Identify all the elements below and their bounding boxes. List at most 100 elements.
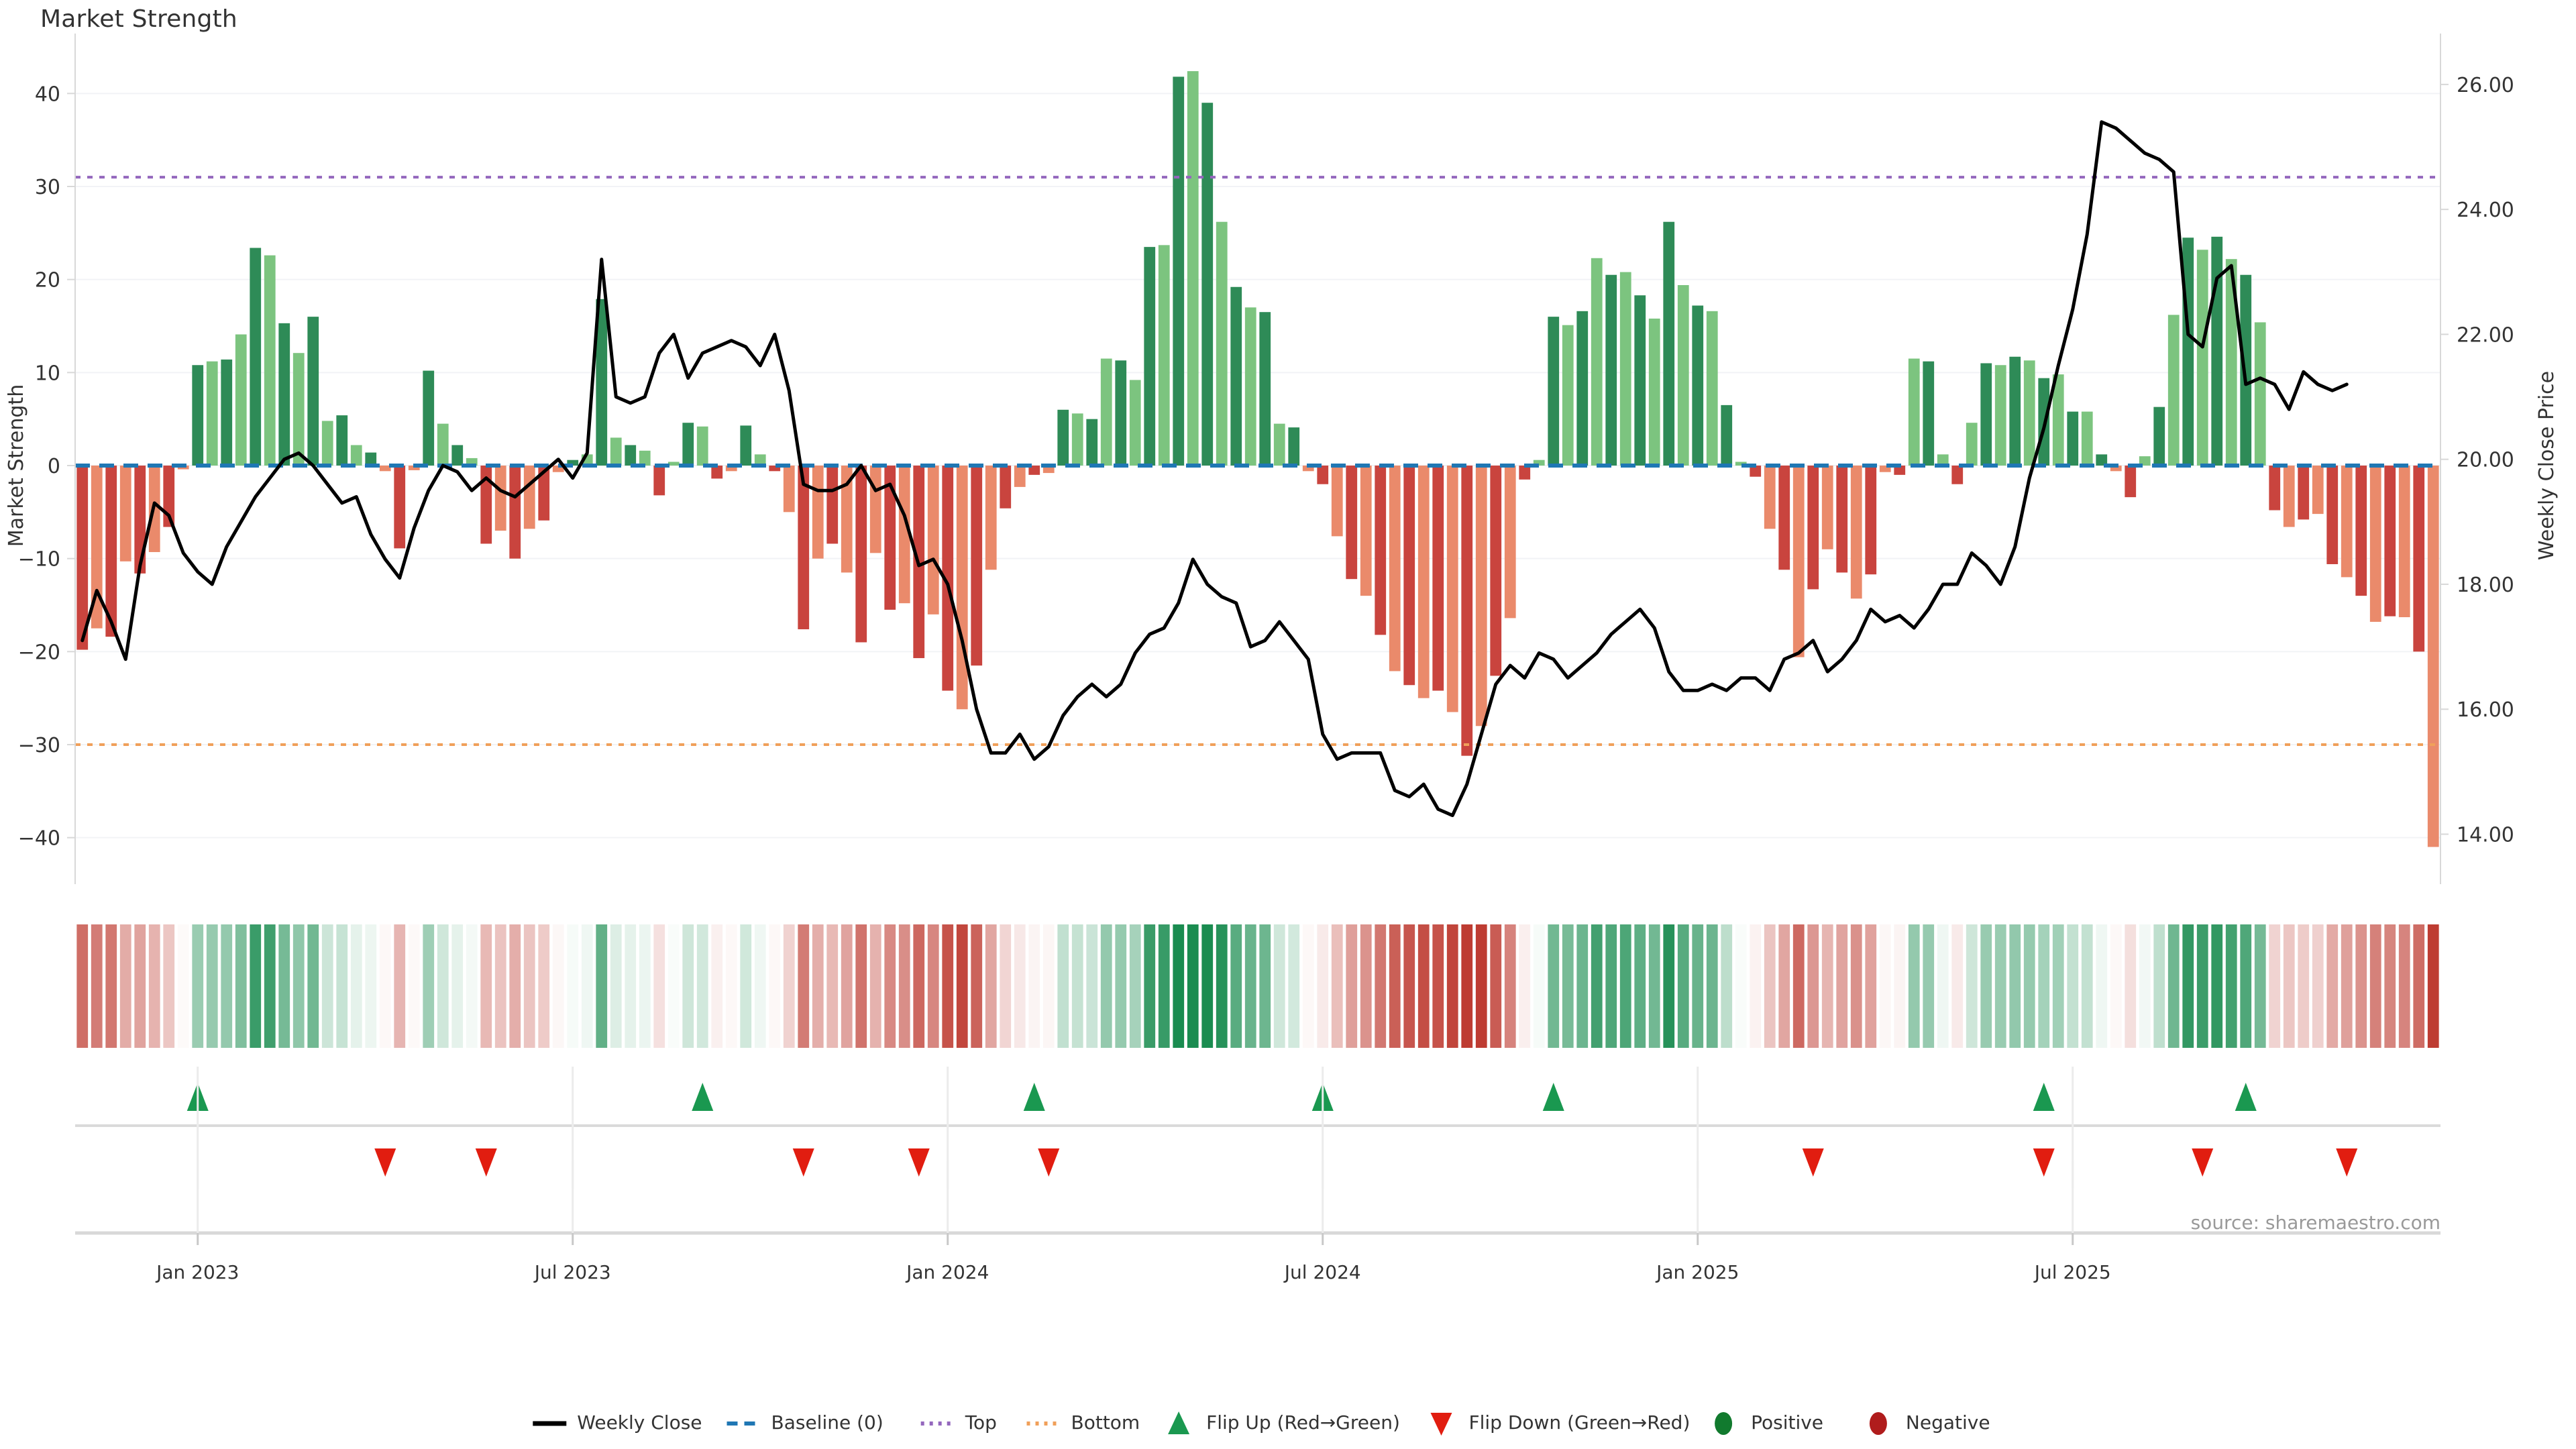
y-tick-label-left: 40 (35, 83, 60, 106)
heatmap-cell (423, 924, 435, 1048)
strength-bar (1504, 466, 1516, 619)
strength-bar (740, 425, 752, 466)
strength-bar (1346, 466, 1358, 580)
heatmap-cell (350, 924, 362, 1048)
heatmap-cell (76, 924, 89, 1048)
legend-item-flip_down[interactable]: Flip Down (Green→Red) (1430, 1411, 1690, 1436)
y-tick-label-right: 18.00 (2457, 574, 2514, 597)
flip-down-marker[interactable] (2336, 1148, 2358, 1177)
heatmap-cell (682, 924, 694, 1048)
flip-up-marker[interactable] (1023, 1083, 1045, 1111)
flip-down-marker[interactable] (2033, 1148, 2055, 1177)
strength-bar (1000, 466, 1012, 508)
strength-bar (1302, 466, 1314, 472)
heatmap-cell (667, 924, 680, 1048)
heatmap-cell (451, 924, 464, 1048)
heatmap-cell (740, 924, 752, 1048)
strength-bar (2139, 456, 2151, 466)
legend-item-positive[interactable]: Positive (1715, 1411, 1823, 1435)
legend-item-flip_up[interactable]: Flip Up (Red→Green) (1168, 1411, 1400, 1434)
heatmap-cell (769, 924, 781, 1048)
y-tick-label-right: 14.00 (2457, 823, 2514, 847)
flip-down-marker[interactable] (1802, 1148, 1824, 1177)
flip-up-marker[interactable] (692, 1083, 714, 1111)
heatmap-cell (610, 924, 622, 1048)
flip-down-marker[interactable] (792, 1148, 814, 1177)
strength-bar (1244, 307, 1256, 466)
strength-bar (696, 426, 708, 466)
heatmap-cell (1331, 924, 1343, 1048)
y-tick-label-left: 30 (35, 176, 60, 199)
strength-bar (1057, 409, 1069, 466)
legend-item-negative[interactable]: Negative (1869, 1411, 1990, 1435)
heatmap-cell (365, 924, 377, 1048)
heatmap-cell (1216, 924, 1228, 1048)
heatmap-cell (1735, 924, 1747, 1048)
heatmap-cell (1836, 924, 1848, 1048)
strength-bar (667, 462, 680, 466)
heatmap-cell (1821, 924, 1833, 1048)
heatmap-cell (1908, 924, 1920, 1048)
flip-down-marker[interactable] (2192, 1148, 2214, 1177)
heatmap-cell (985, 924, 997, 1048)
strength-bar (264, 255, 276, 466)
flip-up-marker[interactable] (2235, 1083, 2257, 1111)
strength-bar (884, 466, 896, 610)
legend-marker-triangle-up-icon (1168, 1411, 1190, 1434)
heatmap-cell (1042, 924, 1055, 1048)
source-credit: source: sharemaestro.com (2191, 1212, 2440, 1234)
legend-item-top[interactable]: Top (920, 1411, 997, 1434)
heatmap-cell (278, 924, 290, 1048)
heatmap-cell (2211, 924, 2223, 1048)
flip-up-marker[interactable] (2033, 1083, 2055, 1111)
heatmap-cell (1591, 924, 1603, 1048)
heatmap-cell (2298, 924, 2310, 1048)
strength-bar (1187, 71, 1199, 466)
heatmap-cell (1980, 924, 1992, 1048)
strength-bar (1490, 466, 1502, 676)
legend-item-bottom[interactable]: Bottom (1026, 1411, 1140, 1434)
strength-bar (119, 466, 131, 561)
heatmap-cell (1994, 924, 2006, 1048)
heatmap-cell (494, 924, 506, 1048)
strength-bar (812, 466, 824, 559)
heatmap-cell (523, 924, 535, 1048)
strength-bar (365, 452, 377, 466)
heatmap-cell (1057, 924, 1069, 1048)
heatmap-cell (1201, 924, 1214, 1048)
strength-bar (423, 370, 435, 466)
heatmap-cell (2384, 924, 2396, 1048)
legend-item-weekly_close[interactable]: Weekly Close (533, 1411, 702, 1434)
heatmap-cell (1375, 924, 1387, 1048)
heatmap-cell (913, 924, 925, 1048)
strength-bar (711, 466, 723, 479)
x-tick-label: Jan 2024 (905, 1261, 989, 1283)
heatmap-cell (148, 924, 160, 1048)
legend-item-label: Baseline (0) (771, 1411, 883, 1434)
flip-down-marker[interactable] (475, 1148, 497, 1177)
legend-item-baseline[interactable]: Baseline (0) (727, 1411, 883, 1434)
heatmap-cell (696, 924, 708, 1048)
heatmap-cell (509, 924, 521, 1048)
flip-down-marker[interactable] (1038, 1148, 1060, 1177)
flip-up-marker[interactable] (1542, 1083, 1564, 1111)
heatmap-cell (2326, 924, 2339, 1048)
y-tick-label-left: 20 (35, 269, 60, 292)
strength-bar (2398, 466, 2410, 618)
strength-bar (1317, 466, 1329, 484)
flip-down-marker[interactable] (374, 1148, 396, 1177)
strength-bar (1591, 258, 1603, 466)
heatmap-cell (2196, 924, 2208, 1048)
strength-bar (1750, 466, 1762, 477)
strength-bar (1042, 466, 1055, 474)
heatmap-cell (466, 924, 478, 1048)
legend-item-label: Flip Down (Green→Red) (1469, 1411, 1690, 1434)
heatmap-cell (596, 924, 608, 1048)
heatmap-cell (1446, 924, 1458, 1048)
heatmap-cell (206, 924, 218, 1048)
flip-down-marker[interactable] (908, 1148, 930, 1177)
heatmap-cell (1028, 924, 1040, 1048)
y-axis-label-right: Weekly Close Price (2535, 371, 2559, 560)
heatmap-cell (1764, 924, 1776, 1048)
strength-bar (408, 466, 420, 470)
